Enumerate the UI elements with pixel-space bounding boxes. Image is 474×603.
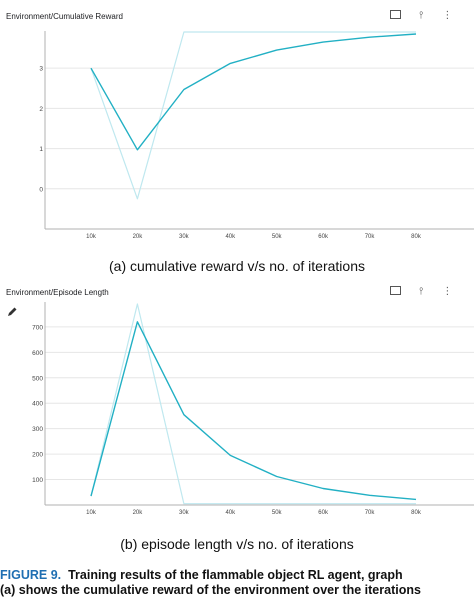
- chart-b: 100 200 300 400 500 600 700 10k 20k 30k 40k 50k 60k 7…: [32, 302, 474, 516]
- y-tick-label: 1: [39, 146, 43, 153]
- x-tick-label: 80k: [411, 510, 422, 516]
- smoothed-series-line: [90, 33, 417, 151]
- x-tick-label: 10k: [86, 234, 97, 240]
- y-tick-label: 700: [32, 324, 43, 331]
- chart-a-caption: (a) cumulative reward v/s no. of iterati…: [109, 258, 365, 274]
- x-tick-label: 30k: [179, 510, 190, 516]
- more-icon[interactable]: ⋮: [442, 10, 453, 21]
- fullscreen-icon[interactable]: [388, 9, 402, 21]
- y-tick-label: 600: [32, 350, 43, 357]
- figure-caption: FIGURE 9. Training results of the flamma…: [0, 568, 474, 598]
- chart-a-title: Environment/Cumulative Reward: [6, 12, 123, 21]
- more-icon[interactable]: ⋮: [442, 286, 453, 297]
- x-tick-label: 20k: [133, 510, 144, 516]
- chart-b-axes: 100 200 300 400 500 600 700 10k 20k 30k 40k 50k 60k 7…: [32, 302, 474, 516]
- chart-b-title: Environment/Episode Length: [6, 288, 109, 297]
- smoothed-series-line: [90, 321, 417, 501]
- figure-caption-text-2: (a) shows the cumulative reward of the e…: [0, 583, 421, 597]
- x-tick-label: 30k: [179, 234, 190, 240]
- x-tick-label: 80k: [411, 234, 422, 240]
- raw-series-line: [90, 303, 416, 505]
- y-tick-label: 400: [32, 401, 43, 408]
- figure-caption-line-1: FIGURE 9. Training results of the flamma…: [0, 568, 474, 583]
- x-tick-label: 10k: [86, 510, 97, 516]
- chart-b-marks: [90, 303, 417, 505]
- x-tick-label: 20k: [133, 234, 144, 240]
- chart-b-grid: [45, 326, 474, 481]
- pencil-icon[interactable]: [6, 306, 18, 318]
- y-tick-label: 100: [32, 477, 43, 484]
- raw-series-line: [90, 31, 416, 200]
- y-tick-label: 3: [39, 66, 43, 73]
- pin-icon[interactable]: ⫯: [419, 286, 424, 297]
- y-tick-label: 300: [32, 426, 43, 433]
- x-tick-label: 60k: [318, 510, 329, 516]
- x-tick-label: 50k: [272, 234, 283, 240]
- x-tick-label: 50k: [272, 510, 283, 516]
- x-tick-label: 40k: [225, 510, 236, 516]
- figure-caption-text-1: Training results of the flammable object…: [68, 568, 403, 582]
- pin-icon[interactable]: ⫯: [419, 10, 424, 21]
- chart-a-grid: [45, 67, 474, 190]
- x-tick-label: 70k: [365, 234, 376, 240]
- fullscreen-icon[interactable]: [388, 285, 402, 297]
- chart-b-caption: (b) episode length v/s no. of iterations: [120, 536, 354, 552]
- y-tick-label: 200: [32, 452, 43, 459]
- y-tick-label: 2: [39, 106, 43, 113]
- chart-a-marks: [90, 31, 417, 200]
- y-tick-label: 500: [32, 375, 43, 382]
- chart-a-toolbar: ⫯ ⋮: [379, 9, 454, 21]
- y-tick-label: 0: [39, 186, 43, 193]
- x-tick-label: 70k: [365, 510, 376, 516]
- chart-a-axes: 0 1 2 3 10k 20k 30k 40k 50k 60k 70k 80k: [39, 31, 474, 240]
- figure-label: FIGURE 9.: [0, 568, 62, 582]
- x-tick-label: 60k: [318, 234, 329, 240]
- chart-a: 0 1 2 3 10k 20k 30k 40k 50k 60k 70k 80k: [39, 31, 474, 240]
- x-tick-label: 40k: [225, 234, 236, 240]
- chart-b-toolbar: ⫯ ⋮: [379, 285, 454, 297]
